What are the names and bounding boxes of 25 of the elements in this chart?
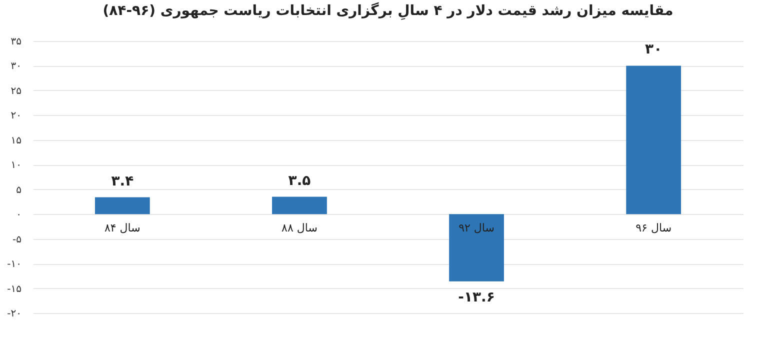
y-tick-label: ۱۵ [10,135,22,146]
y-tick-label: -۱۵ [7,284,22,295]
y-tick-label: -۱۰ [7,259,22,270]
y-tick-label: ۲۰ [10,110,22,122]
bar [272,196,327,214]
data-label: -۱۳.۶ [458,289,495,306]
data-label: ۳.۵ [288,172,312,189]
y-tick-label: -۵ [12,234,22,246]
x-tick-label: سال ۹۲ [458,222,494,235]
data-label: ۳.۴ [111,173,134,190]
y-tick-label: -۲۰ [7,308,22,320]
y-tick-label: ۲۵ [10,86,22,97]
x-tick-label: سال ۸۴ [104,222,140,235]
bar [94,197,150,214]
y-tick-label: ۵ [16,184,22,196]
chart-title: مقایسه میزان رشد قیمت دلار در ۴ سالِ برگزاری انتخابات ریاست جمهوری (۹۶-۸۴) [102,2,674,20]
x-tick-label: سال ۸۸ [282,222,318,235]
y-tick-label: ۳۰ [10,61,22,72]
bar [626,66,682,214]
bar [449,214,504,282]
y-tick-label: ۳۵ [10,36,22,48]
y-tick-label: ۰ [16,210,22,221]
data-label: ۳۰ [645,42,662,58]
y-tick-label: ۱۰ [10,160,22,172]
x-tick-label: سال ۹۶ [636,222,672,235]
